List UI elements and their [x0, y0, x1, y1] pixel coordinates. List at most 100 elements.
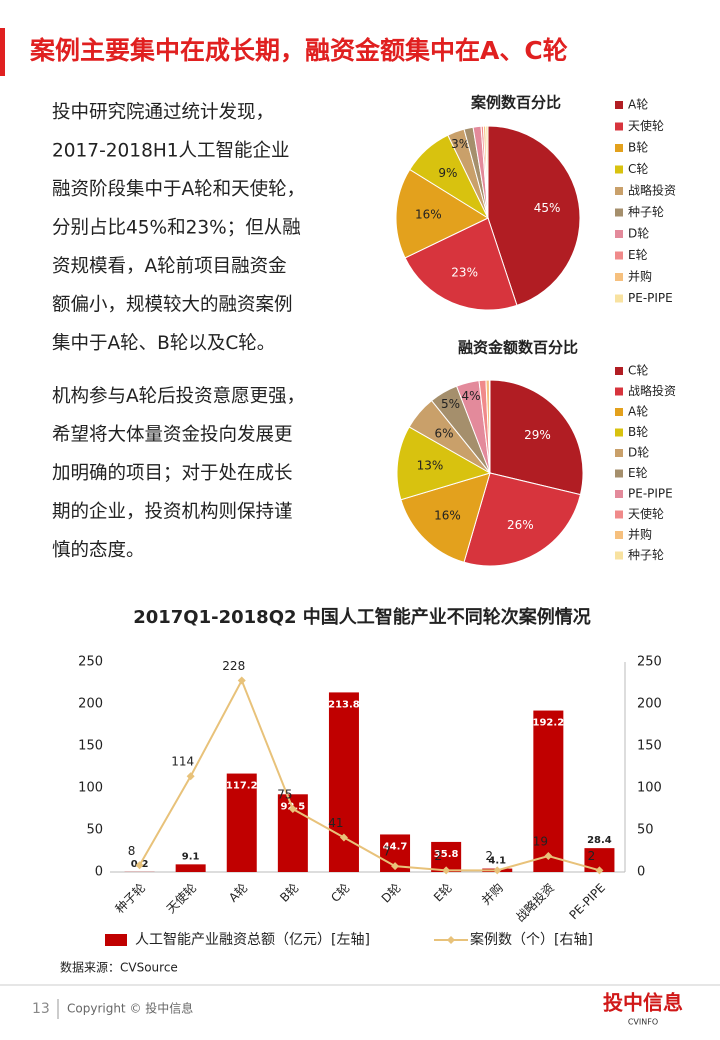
line-marker: [391, 862, 400, 871]
legend-swatch: [615, 122, 623, 131]
line-value-label: 114: [171, 755, 194, 769]
legend-label: 案例数（个）[右轴]: [470, 931, 593, 948]
line-value-label: 41: [328, 816, 343, 830]
legend-swatch: [615, 510, 623, 519]
x-tick-label: D轮: [379, 881, 404, 906]
legend-label: 种子轮: [628, 205, 664, 219]
legend-label: 天使轮: [628, 506, 664, 521]
line-value-label: 2: [485, 849, 493, 863]
y2-tick-label: 250: [637, 655, 662, 670]
y-tick-label: 150: [78, 739, 103, 754]
legend-label: E轮: [628, 248, 648, 262]
pie-slice: [395, 168, 490, 259]
y-tick-label: 100: [78, 781, 103, 796]
bar: [533, 710, 564, 872]
y2-tick-label: 200: [637, 697, 662, 712]
title-accent: [0, 28, 5, 76]
legend-swatch: [615, 230, 623, 238]
legend-label: B轮: [628, 141, 648, 155]
pie-slice: [396, 426, 492, 501]
legend-label: C轮: [628, 364, 648, 378]
x-tick-label: PE-PIPE: [567, 881, 609, 923]
x-tick-label: 并购: [478, 880, 506, 908]
bar: [226, 773, 257, 872]
legend-swatch: [615, 187, 623, 195]
slice-label: 13%: [417, 459, 444, 473]
legend-label: 人工智能产业融资总额（亿元）[左轴]: [135, 932, 370, 948]
legend-swatch: [615, 428, 623, 437]
legend-label: C轮: [628, 162, 648, 176]
slice-label: 5%: [441, 397, 460, 411]
legend-label: E轮: [628, 466, 648, 480]
paragraph-line: 集中于A轮、B轮以及C轮。: [52, 333, 275, 354]
pie-slice: [404, 217, 518, 311]
legend-label: 并购: [628, 527, 652, 542]
pie-slice: [485, 125, 489, 219]
pie-title: 融资金额数百分比: [458, 339, 578, 357]
slice-label: 29%: [524, 428, 551, 442]
bar-value-label: 4.1: [488, 856, 506, 867]
logo-sub: CVINFO: [628, 1018, 658, 1027]
slice-label: 3%: [451, 137, 470, 151]
slice-label: 16%: [415, 207, 442, 221]
bar-value-label: 35.8: [434, 849, 459, 860]
slice-label: 45%: [534, 201, 561, 215]
pie-title: 案例数百分比: [470, 94, 561, 112]
line-marker: [493, 866, 502, 875]
legend-label: PE-PIPE: [628, 487, 673, 501]
legend-swatch: [615, 367, 623, 375]
line-value-label: 228: [222, 659, 245, 673]
legend-swatch: [615, 101, 623, 109]
y-tick-label: 0: [95, 865, 103, 880]
paragraph-line: 分别占比45%和23%；但从融: [52, 218, 301, 239]
y-tick-label: 50: [86, 823, 103, 838]
legend-label: 并购: [628, 269, 652, 284]
legend-label: D轮: [628, 446, 649, 460]
slice-label: 23%: [451, 266, 478, 280]
legend-swatch: [615, 273, 623, 281]
legend-label: B轮: [628, 425, 648, 439]
y2-tick-label: 150: [637, 739, 662, 754]
legend-swatch: [615, 531, 623, 539]
source: 数据来源：CVSource: [60, 960, 178, 975]
pie-slice: [463, 472, 582, 567]
paragraph-line: 2017-2018H1人工智能企业: [52, 141, 290, 162]
line-marker: [544, 852, 553, 861]
paragraph-line: 期的企业，投资机构则保持谨: [52, 502, 293, 523]
paragraph-line: 投中研究院通过统计发现，: [52, 102, 274, 123]
line-marker: [237, 676, 246, 685]
logo: 投中信息: [603, 991, 683, 1015]
legend-label: D轮: [628, 227, 649, 241]
x-tick-label: B轮: [277, 881, 301, 905]
page-title: 案例主要集中在成长期，融资金额集中在A、C轮: [29, 36, 568, 65]
legend-swatch: [615, 208, 623, 217]
slice-label: 6%: [434, 426, 453, 440]
line-marker: [595, 866, 604, 875]
legend-marker: [447, 936, 455, 944]
paragraph-line: 融资阶段集中于A轮和天使轮，: [52, 179, 305, 200]
slice-label: 9%: [438, 166, 457, 180]
x-tick-label: A轮: [226, 881, 250, 905]
x-tick-label: C轮: [328, 881, 352, 905]
legend-swatch: [615, 144, 623, 152]
bar-value-label: 213.8: [328, 699, 360, 710]
x-tick-label: E轮: [431, 881, 455, 905]
bar-value-label: 44.7: [383, 841, 408, 852]
legend-label: PE-PIPE: [628, 291, 673, 305]
paragraph-line: 加明确的项目；对于处在成长: [52, 463, 293, 484]
y2-tick-label: 0: [637, 865, 645, 880]
bar: [175, 864, 206, 872]
pie-slice: [489, 379, 584, 496]
legend-swatch: [615, 165, 623, 174]
legend-swatch: [105, 934, 127, 946]
legend-label: 种子轮: [628, 548, 664, 562]
y2-tick-label: 100: [637, 781, 662, 796]
bar: [328, 692, 359, 872]
legend-swatch: [615, 408, 623, 416]
paragraph-line: 希望将大体量资金投向发展更: [52, 425, 293, 446]
slice-label: 16%: [434, 508, 461, 522]
line-marker: [442, 866, 451, 875]
x-tick-label: 天使轮: [163, 880, 199, 916]
